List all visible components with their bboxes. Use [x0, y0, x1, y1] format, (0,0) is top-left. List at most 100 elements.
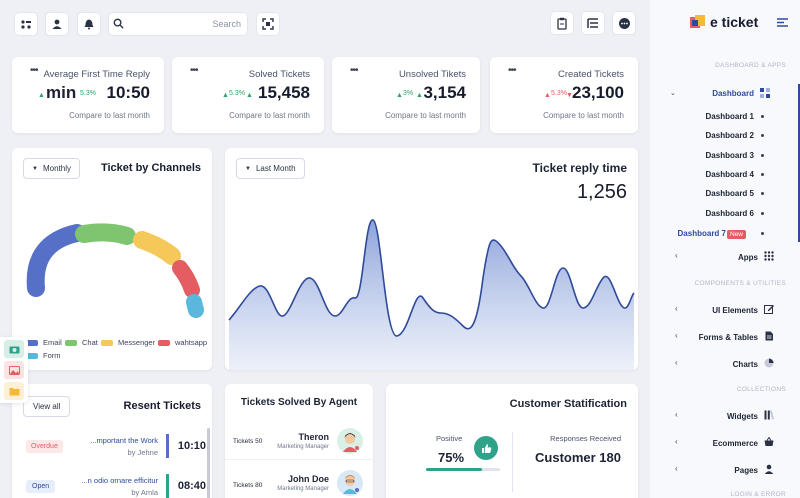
monthly-dropdown[interactable]: ▼ Monthly: [23, 158, 80, 179]
folder-button[interactable]: [4, 382, 24, 400]
sidebar-item-ui-elements[interactable]: UI Elements: [712, 306, 758, 315]
clipboard-button[interactable]: [550, 11, 574, 35]
chevron-left-icon: ‹: [675, 331, 678, 340]
legend-label: Chat: [82, 338, 98, 347]
brand-logo[interactable]: e ticket: [690, 14, 758, 30]
legend-messenger: Messenger: [101, 338, 155, 347]
reply-title: Ticket reply time: [532, 161, 628, 175]
floating-toolbar: [0, 337, 28, 403]
legend-label: Form: [43, 351, 61, 360]
positive-progress-fill: [426, 468, 482, 471]
search-bar[interactable]: Search: [108, 12, 248, 36]
stat-change: 5.3%: [551, 90, 567, 97]
apps-grid-icon: [21, 20, 31, 29]
sidebar-item-dashboard-4[interactable]: Dashboard 4: [705, 170, 754, 179]
agent-row[interactable]: Tickets 50 Theron Marketing Manager: [225, 420, 373, 460]
legend-label: Email: [43, 338, 62, 347]
stat-title: Created Tickets: [558, 69, 624, 80]
trend-up-icon: ▲: [38, 92, 45, 99]
ticket-row[interactable]: Open ...n odio ornare efficitur by Amla …: [12, 470, 212, 498]
folder-icon: [9, 387, 19, 395]
search-icon: [113, 18, 124, 29]
trend-down-icon: ▼: [566, 92, 573, 99]
apps-grid-button[interactable]: [14, 12, 38, 36]
sidebar-item-dashboard[interactable]: Dashboard: [712, 89, 754, 98]
agent-name: Theron: [298, 432, 330, 442]
section-dashboard-apps: DASHBOARD & APPS: [715, 62, 786, 69]
agent-avatar: [337, 428, 363, 454]
legend-email: Email: [26, 338, 62, 347]
stat-value: 23,100: [572, 83, 624, 102]
thumbs-up-icon: [481, 443, 491, 453]
bullet-icon: [761, 115, 764, 118]
sidebar-item-forms-tables[interactable]: Forms & Tables: [698, 333, 758, 342]
last-month-dropdown[interactable]: ▼ Last Month: [236, 158, 305, 179]
scrollbar[interactable]: [207, 428, 210, 498]
legend-label: wahtsapp: [175, 338, 208, 347]
agents-card: Tickets Solved By Agent Tickets 50 Thero…: [225, 384, 373, 498]
sidebar-item-dashboard-3[interactable]: Dashboard 3: [705, 151, 754, 160]
trend-up-icon: ▲: [246, 92, 253, 99]
stat-value: 10:50: [106, 83, 150, 102]
chevron-left-icon: ‹: [675, 304, 678, 313]
fullscreen-button[interactable]: [256, 12, 280, 36]
section-components: COMPONENTS & UTILITIES: [694, 280, 786, 287]
more-options-icon[interactable]: •••: [508, 65, 516, 76]
section-login-error: LOGIN & ERROR: [730, 491, 786, 498]
sidebar-item-dashboard-5[interactable]: Dashboard 5: [705, 189, 754, 198]
bullet-icon: [761, 134, 764, 137]
bullet-icon: [761, 173, 764, 176]
ticket-subject: ...mportant the Work: [90, 436, 158, 445]
recent-tickets-title: Resent Tickets: [123, 400, 201, 412]
sidebar-item-dashboard-7[interactable]: Dashboard 7: [677, 229, 726, 238]
ticket-author: by Amla: [131, 488, 158, 497]
sidebar-item-pages[interactable]: Pages: [734, 466, 758, 475]
chevron-left-icon: ‹: [675, 437, 678, 446]
caret-down-icon: ▼: [245, 165, 251, 172]
menu-toggle-button[interactable]: [772, 12, 792, 32]
list-button[interactable]: [581, 11, 605, 35]
agent-row[interactable]: Tickets 80 John Doe Marketing Manager: [225, 464, 373, 498]
trend-up-icon: ▲: [396, 92, 403, 99]
stat-value: 15,458: [258, 83, 310, 102]
ticket-subject: ...n odio ornare efficitur: [81, 476, 158, 485]
stat-title: Solved Tickets: [248, 69, 310, 80]
stat-value: 3,154: [423, 83, 466, 102]
stat-card-created: ••• Created Tickets ▲ 5.3% ▼ 23,100 Comp…: [490, 57, 638, 133]
image-button[interactable]: [4, 361, 24, 379]
camera-button[interactable]: [4, 340, 24, 358]
recent-tickets-card: View all Resent Tickets Overdue ...mport…: [12, 384, 212, 498]
fullscreen-icon: [262, 18, 274, 30]
ticket-row[interactable]: Overdue ...mportant the Work by Jehne 10…: [12, 428, 212, 466]
view-all-label: View all: [33, 402, 61, 411]
stat-compare: Compare to last month: [69, 111, 150, 120]
more-options-icon[interactable]: •••: [30, 65, 38, 76]
sidebar-item-apps[interactable]: Apps: [738, 253, 758, 262]
sidebar-item-dashboard-2[interactable]: Dashboard 2: [705, 131, 754, 140]
more-options-icon[interactable]: •••: [190, 65, 198, 76]
sidebar-item-dashboard-1[interactable]: Dashboard 1: [705, 112, 754, 121]
bullet-icon: [761, 212, 764, 215]
section-collections: COLLECTIONS: [736, 386, 786, 393]
caret-down-icon: ▼: [32, 165, 38, 172]
legend-swatch: [65, 339, 77, 346]
sidebar-item-widgets[interactable]: Widgets: [726, 412, 758, 421]
more-options-icon[interactable]: •••: [350, 65, 358, 76]
divider: [512, 432, 513, 492]
basket-icon: [764, 437, 774, 446]
view-all-button[interactable]: View all: [23, 396, 71, 417]
notifications-button[interactable]: [77, 12, 101, 36]
legend-chat: Chat: [65, 338, 98, 347]
user-button[interactable]: [45, 12, 69, 36]
chat-button[interactable]: [612, 11, 636, 35]
sidebar-item-ecommerce[interactable]: Ecommerce: [712, 439, 758, 448]
status-badge-overdue: Overdue: [26, 440, 63, 453]
chevron-left-icon: ‹: [675, 410, 678, 419]
responses-label: Responses Received: [550, 434, 621, 443]
trend-down-icon: ▲: [544, 92, 551, 99]
sidebar: e ticket DASHBOARD & APPS ⌄ Dashboard Da…: [650, 0, 800, 498]
search-input[interactable]: Search: [212, 19, 241, 29]
sidebar-item-charts[interactable]: Charts: [732, 360, 758, 369]
positive-value: 75%: [438, 450, 465, 465]
sidebar-item-dashboard-6[interactable]: Dashboard 6: [705, 209, 754, 218]
